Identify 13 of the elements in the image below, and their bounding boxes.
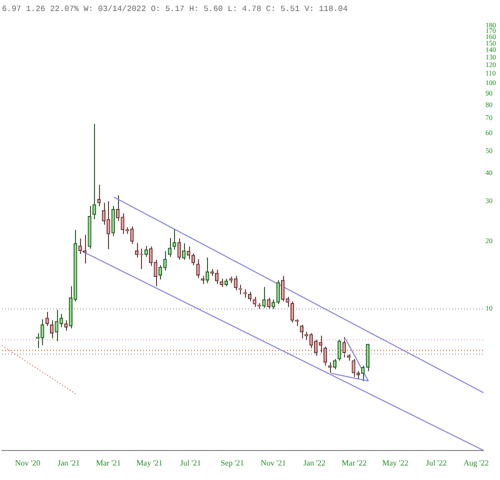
x-tick-label: Mar '22 <box>342 458 367 468</box>
x-tick-label: Jan '21 <box>58 458 80 468</box>
x-tick-label: Sep '21 <box>220 458 244 468</box>
x-tick-label: Jan '22 <box>303 458 326 468</box>
x-tick-label: Mar '21 <box>96 458 121 468</box>
x-tick-label: Nov '20 <box>14 458 40 468</box>
x-tick-label: May '21 <box>136 458 163 468</box>
x-tick-label: Jul '22 <box>426 458 447 468</box>
x-tick-label: Jul '21 <box>180 458 201 468</box>
x-tick-label: Aug '22 <box>463 458 489 468</box>
chart-subtitle: 6.97 1.26 22.07% W: 03/14/2022 O: 5.17 H: 5.60 L: 4.78 C: 5.51 V: 118.04 <box>2 4 348 14</box>
x-tick-label: May '22 <box>382 458 408 468</box>
x-tick-label: Nov '21 <box>260 458 286 468</box>
